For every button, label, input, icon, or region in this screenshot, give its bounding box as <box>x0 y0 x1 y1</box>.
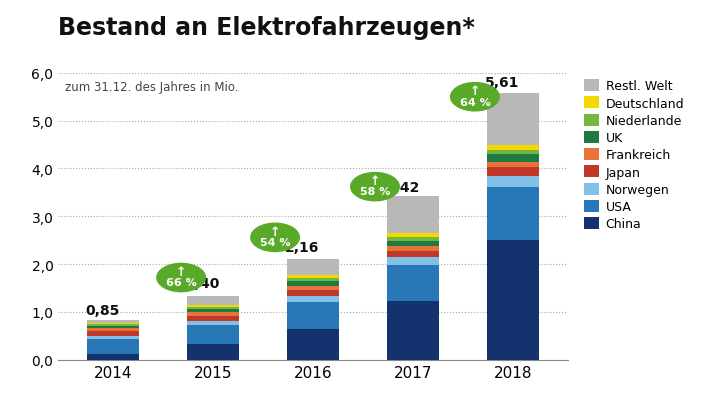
Bar <box>287 329 339 360</box>
Text: 66 %: 66 % <box>166 278 197 288</box>
Bar <box>487 188 539 240</box>
Bar <box>487 240 539 360</box>
Bar <box>487 168 539 176</box>
Bar <box>87 332 139 336</box>
Text: 1,40: 1,40 <box>185 277 220 291</box>
Bar <box>387 237 439 241</box>
Bar <box>187 325 239 344</box>
Bar <box>487 155 539 162</box>
Bar <box>387 265 439 301</box>
Text: 5,61: 5,61 <box>485 76 519 90</box>
Text: Bestand an Elektrofahrzeugen*: Bestand an Elektrofahrzeugen* <box>58 16 475 40</box>
Bar <box>487 176 539 188</box>
Text: 2,16: 2,16 <box>285 240 320 254</box>
Bar <box>187 321 239 325</box>
Bar <box>187 316 239 321</box>
Bar <box>287 276 339 279</box>
Ellipse shape <box>350 173 400 202</box>
Bar <box>287 279 339 282</box>
Bar <box>487 146 539 150</box>
Legend: Restl. Welt, Deutschland, Niederlande, UK, Frankreich, Japan, Norwegen, USA, Chi: Restl. Welt, Deutschland, Niederlande, U… <box>585 80 684 231</box>
Text: 0,85: 0,85 <box>85 303 119 317</box>
Text: 64 %: 64 % <box>459 97 490 107</box>
Bar <box>387 241 439 246</box>
Bar <box>387 301 439 360</box>
Text: zum 31.12. des Jahres in Mio.: zum 31.12. des Jahres in Mio. <box>66 81 239 94</box>
Bar <box>87 326 139 328</box>
Bar <box>87 320 139 323</box>
Bar <box>187 310 239 312</box>
Bar <box>87 354 139 360</box>
Bar <box>287 260 339 276</box>
Bar <box>287 302 339 329</box>
Bar <box>87 328 139 332</box>
Bar <box>87 325 139 326</box>
Bar <box>287 286 339 290</box>
Text: 58 %: 58 % <box>360 187 390 197</box>
Bar <box>187 344 239 360</box>
Bar <box>387 251 439 258</box>
Bar <box>287 290 339 296</box>
Text: ↑: ↑ <box>470 85 480 98</box>
Bar <box>387 246 439 251</box>
Bar <box>187 296 239 305</box>
Text: ↑: ↑ <box>370 175 380 188</box>
Bar <box>387 258 439 265</box>
Bar <box>287 296 339 302</box>
Bar <box>387 233 439 237</box>
Bar <box>87 336 139 339</box>
Bar <box>387 196 439 233</box>
Bar <box>187 305 239 308</box>
Bar <box>187 312 239 316</box>
Ellipse shape <box>157 263 206 293</box>
Text: 3,42: 3,42 <box>385 180 419 194</box>
Bar <box>487 94 539 146</box>
Text: 54 %: 54 % <box>260 238 290 247</box>
Text: ↑: ↑ <box>176 265 186 279</box>
Bar <box>287 282 339 286</box>
Bar <box>487 162 539 168</box>
Bar <box>487 150 539 155</box>
Text: ↑: ↑ <box>270 225 280 238</box>
Bar <box>87 323 139 325</box>
Bar <box>187 308 239 310</box>
Ellipse shape <box>450 83 500 112</box>
Ellipse shape <box>250 223 300 252</box>
Bar <box>87 339 139 354</box>
